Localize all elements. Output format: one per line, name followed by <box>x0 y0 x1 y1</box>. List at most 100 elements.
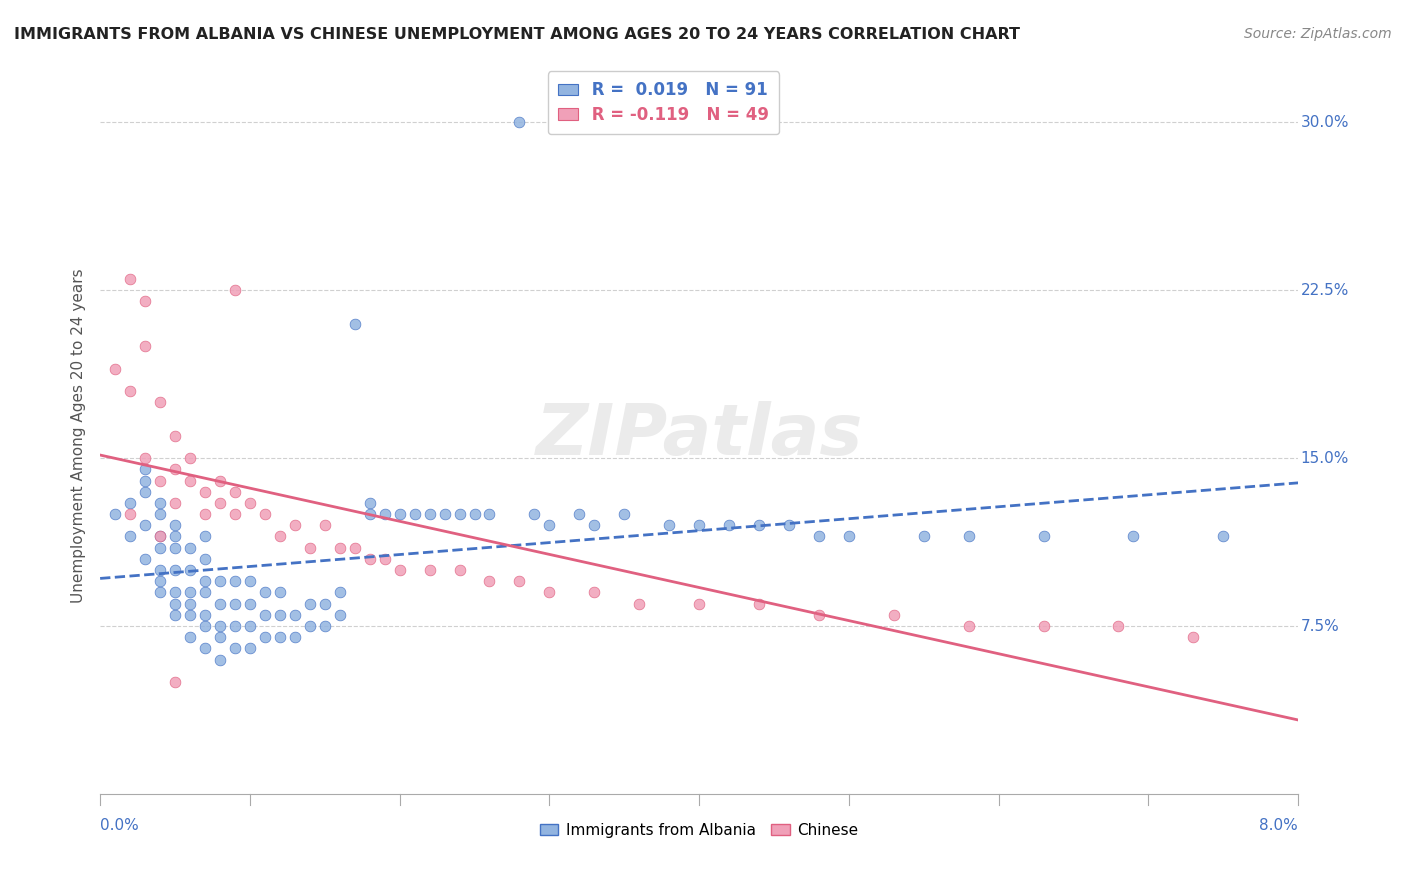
Point <box>194 507 217 521</box>
Point <box>269 585 291 599</box>
Point <box>359 496 381 510</box>
Point <box>807 529 830 543</box>
Point <box>104 507 127 521</box>
Point <box>194 585 217 599</box>
Point <box>179 607 201 622</box>
Point <box>208 630 231 644</box>
Point <box>239 641 262 656</box>
Point <box>838 529 860 543</box>
Point <box>163 428 186 442</box>
Point <box>463 507 485 521</box>
Point <box>478 507 501 521</box>
Point <box>1032 619 1054 633</box>
Point <box>179 451 201 466</box>
Point <box>314 619 336 633</box>
Point <box>1182 630 1205 644</box>
Point <box>194 607 217 622</box>
Point <box>807 607 830 622</box>
Text: 15.0%: 15.0% <box>1301 450 1348 466</box>
Point <box>194 574 217 589</box>
Point <box>120 529 142 543</box>
Text: 30.0%: 30.0% <box>1301 115 1348 129</box>
Point <box>224 619 246 633</box>
Point <box>163 563 186 577</box>
Point <box>179 630 201 644</box>
Point <box>239 496 262 510</box>
Legend: Immigrants from Albania, Chinese: Immigrants from Albania, Chinese <box>534 816 865 844</box>
Text: Source: ZipAtlas.com: Source: ZipAtlas.com <box>1244 27 1392 41</box>
Point <box>688 518 710 533</box>
Point <box>239 597 262 611</box>
Point <box>508 574 530 589</box>
Point <box>149 529 172 543</box>
Point <box>149 507 172 521</box>
Point <box>253 630 276 644</box>
Point <box>194 484 217 499</box>
Point <box>388 563 411 577</box>
Point <box>163 462 186 476</box>
Point <box>748 518 770 533</box>
Point <box>149 585 172 599</box>
Point <box>208 619 231 633</box>
Point <box>224 597 246 611</box>
Point <box>149 541 172 555</box>
Point <box>149 395 172 409</box>
Point <box>134 339 156 353</box>
Point <box>613 507 636 521</box>
Point <box>179 541 201 555</box>
Point <box>194 641 217 656</box>
Point <box>208 597 231 611</box>
Point <box>388 507 411 521</box>
Text: ZIPatlas: ZIPatlas <box>536 401 863 470</box>
Point <box>194 619 217 633</box>
Point <box>314 518 336 533</box>
Point <box>179 597 201 611</box>
Point <box>253 585 276 599</box>
Point <box>314 597 336 611</box>
Point <box>284 607 307 622</box>
Point <box>253 607 276 622</box>
Point <box>163 496 186 510</box>
Point <box>883 607 905 622</box>
Point <box>149 574 172 589</box>
Text: 22.5%: 22.5% <box>1301 283 1348 298</box>
Point <box>359 507 381 521</box>
Point <box>419 563 441 577</box>
Point <box>957 619 980 633</box>
Point <box>508 115 530 129</box>
Point <box>269 607 291 622</box>
Point <box>224 484 246 499</box>
Point <box>449 563 471 577</box>
Point <box>688 597 710 611</box>
Point <box>404 507 426 521</box>
Point <box>478 574 501 589</box>
Point <box>583 518 606 533</box>
Point <box>104 361 127 376</box>
Point <box>329 607 352 622</box>
Point <box>1107 619 1129 633</box>
Point <box>163 597 186 611</box>
Point <box>194 529 217 543</box>
Point <box>163 518 186 533</box>
Point <box>163 585 186 599</box>
Point <box>194 552 217 566</box>
Point <box>912 529 935 543</box>
Point <box>208 574 231 589</box>
Point <box>208 653 231 667</box>
Text: IMMIGRANTS FROM ALBANIA VS CHINESE UNEMPLOYMENT AMONG AGES 20 TO 24 YEARS CORREL: IMMIGRANTS FROM ALBANIA VS CHINESE UNEMP… <box>14 27 1021 42</box>
Point <box>163 541 186 555</box>
Point <box>778 518 800 533</box>
Point <box>538 585 561 599</box>
Text: 0.0%: 0.0% <box>100 818 139 832</box>
Point <box>449 507 471 521</box>
Point <box>957 529 980 543</box>
Point <box>284 630 307 644</box>
Point <box>208 474 231 488</box>
Point <box>163 607 186 622</box>
Point <box>419 507 441 521</box>
Point <box>120 496 142 510</box>
Text: 8.0%: 8.0% <box>1260 818 1298 832</box>
Point <box>149 563 172 577</box>
Point <box>1032 529 1054 543</box>
Point <box>298 597 321 611</box>
